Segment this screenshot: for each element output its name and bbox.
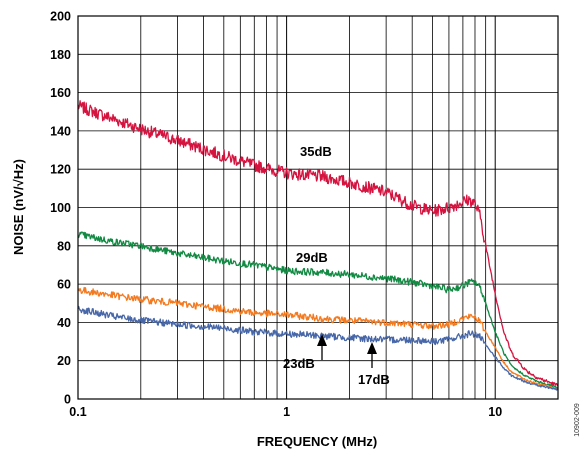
plot-frame bbox=[77, 15, 559, 400]
annotation-23db: 23dB bbox=[283, 356, 315, 371]
y-tick-label: 60 bbox=[57, 278, 71, 292]
y-tick-label: 40 bbox=[57, 316, 71, 330]
series-line-17db bbox=[77, 305, 559, 391]
y-tick-label: 180 bbox=[50, 48, 71, 62]
y-tick-label: 0 bbox=[64, 393, 71, 407]
x-tick-labels: 0.1 1 10 bbox=[69, 405, 502, 419]
y-tick-label: 100 bbox=[50, 201, 71, 215]
x-axis-title: FREQUENCY (MHz) bbox=[257, 434, 377, 449]
x-tick-label: 0.1 bbox=[69, 405, 86, 419]
arrow-23db bbox=[317, 334, 327, 360]
x-tick-label: 10 bbox=[488, 405, 502, 419]
series-lines bbox=[77, 100, 559, 391]
y-tick-label: 200 bbox=[50, 10, 71, 24]
series-line-23db bbox=[77, 286, 559, 391]
y-tick-label: 20 bbox=[57, 354, 71, 368]
y-axis-title: NOISE (nV/√Hz) bbox=[11, 159, 26, 255]
annotation-17db: 17dB bbox=[358, 372, 390, 387]
figure-id: 10902-009 bbox=[574, 403, 581, 437]
y-tick-label: 160 bbox=[50, 86, 71, 100]
y-tick-label: 120 bbox=[50, 163, 71, 177]
annotation-35db: 35dB bbox=[300, 144, 332, 159]
arrow-17db bbox=[367, 342, 377, 368]
annotation-29db: 29dB bbox=[296, 250, 328, 265]
series-line-29db bbox=[77, 231, 559, 389]
x-tick-label: 1 bbox=[283, 405, 290, 419]
y-tick-labels: 0 20 40 60 80 100 120 140 160 180 200 bbox=[50, 10, 71, 407]
series-line-35db bbox=[77, 100, 559, 387]
y-tick-label: 80 bbox=[57, 239, 71, 253]
y-tick-label: 140 bbox=[50, 124, 71, 138]
